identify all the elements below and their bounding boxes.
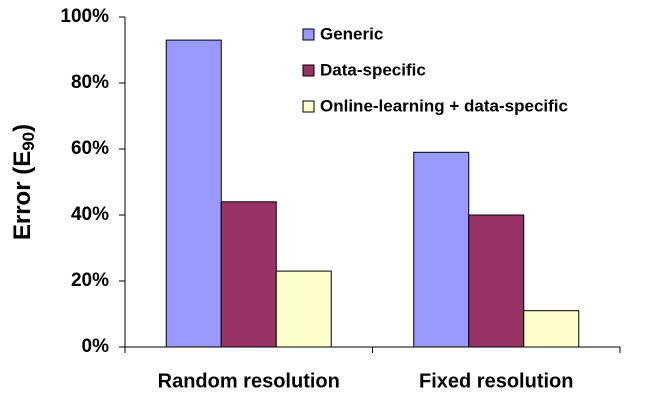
legend-swatch: [302, 28, 315, 41]
bar: [523, 310, 580, 348]
y-label-part: Error (E: [9, 151, 36, 240]
y-tick-label: 20%: [71, 270, 109, 291]
x-tick-label: Random resolution: [158, 370, 340, 392]
bar: [220, 201, 277, 348]
bar: [165, 39, 222, 348]
legend-swatch: [302, 100, 315, 113]
y-tick-label: 40%: [71, 204, 109, 225]
y-label-part: ): [9, 124, 36, 132]
bar: [275, 270, 332, 348]
y-tick-label: 100%: [60, 6, 109, 27]
bar: [468, 214, 525, 348]
y-label-subscript: 90: [19, 132, 38, 151]
legend-label: Data-specific: [320, 60, 426, 79]
legend-label: Online-learning + data-specific: [320, 96, 568, 115]
y-tick-label: 0%: [82, 336, 110, 357]
legend-label: Generic: [320, 24, 383, 43]
bar: [413, 151, 470, 348]
legend-swatch: [302, 64, 315, 77]
x-tick-label: Fixed resolution: [419, 370, 573, 392]
y-axis-label: Error (E90): [9, 124, 38, 240]
y-tick-label: 80%: [71, 72, 109, 93]
y-tick-label: 60%: [71, 138, 109, 159]
